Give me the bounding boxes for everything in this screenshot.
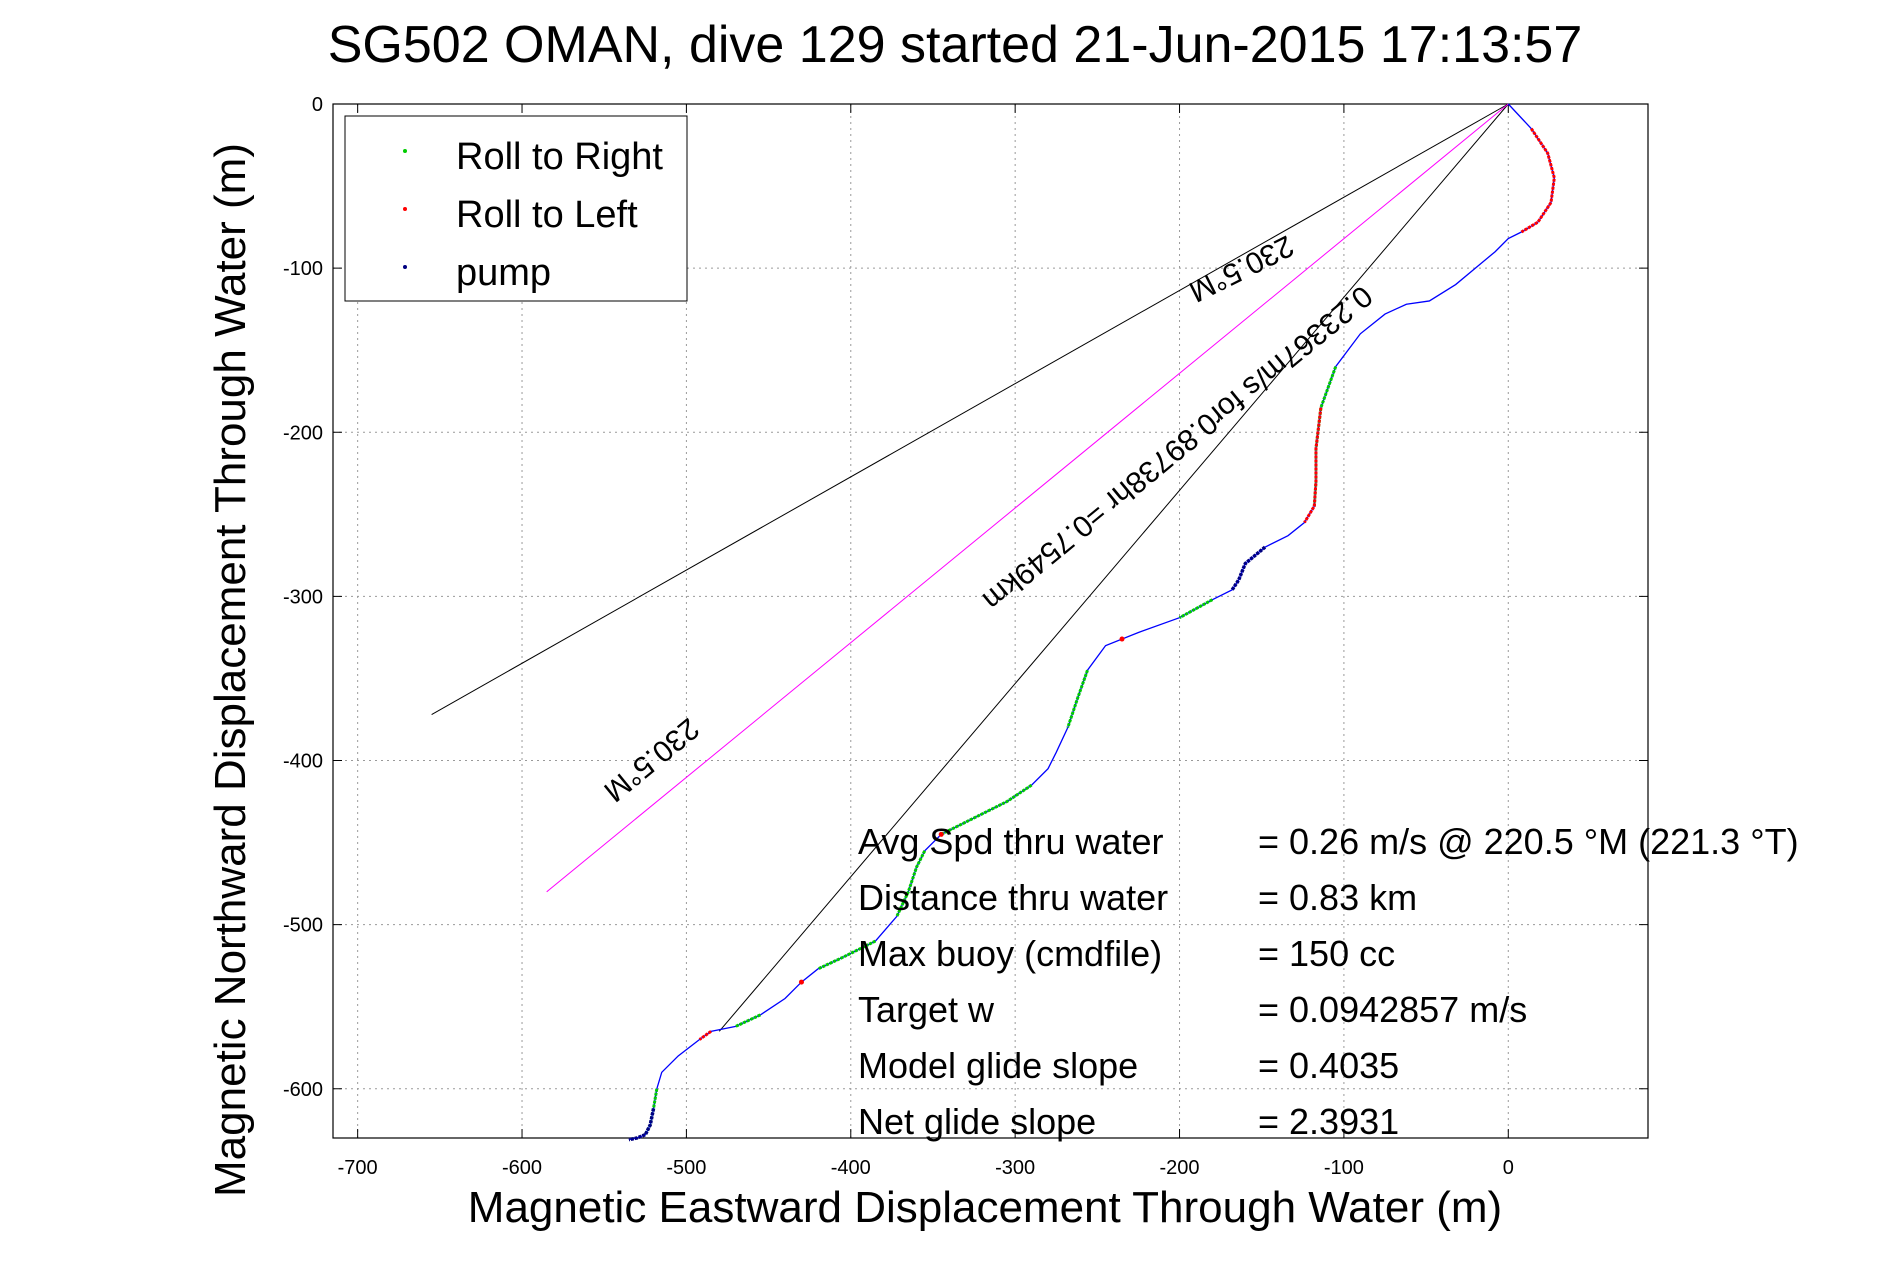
roll-left-segment-1 [1303, 407, 1323, 524]
roll-right-segment-6 [735, 1013, 762, 1028]
x-tick-label-2: -500 [666, 1157, 706, 1179]
legend-label-1: Roll to Left [456, 194, 638, 236]
legend-label-0: Roll to Right [456, 136, 663, 178]
x-axis-label: Magnetic Eastward Displacement Through W… [468, 1183, 1502, 1232]
pump-segment-0 [1230, 545, 1267, 591]
roll-left-segment-0 [1520, 127, 1556, 234]
annotation-label-2: Max buoy (cmdfile) [858, 933, 1162, 974]
chart-title: SG502 OMAN, dive 129 started 21-Jun-2015… [328, 16, 1583, 74]
heading-line [546, 103, 1509, 893]
axes-box [332, 103, 1649, 1139]
annotation-value-2: = 150 cc [1258, 933, 1395, 974]
annotation-value-0: = 0.26 m/s @ 220.5 °M (221.3 °T) [1258, 821, 1799, 862]
y-tick-label-2: -200 [283, 422, 323, 444]
annotation-label-4: Model glide slope [858, 1045, 1138, 1086]
roll-left-point-2 [1119, 636, 1125, 642]
roll-left-point-4 [798, 979, 804, 985]
legend-marker-2 [403, 265, 407, 269]
annotation-value-5: = 2.3931 [1258, 1101, 1399, 1142]
x-tick-label-0: -700 [338, 1157, 378, 1179]
y-tick-label-5: -500 [283, 915, 323, 937]
x-tick-label-1: -600 [502, 1157, 542, 1179]
annotation-label-0: Avg Spd thru water [858, 821, 1164, 862]
y-axis-label: Magnetic Northward Displacement Through … [206, 143, 255, 1197]
y-tick-label-3: -300 [283, 586, 323, 608]
annotation-value-3: = 0.0942857 m/s [1258, 989, 1527, 1030]
roll-right-segment-3 [940, 783, 1033, 836]
legend-marker-0 [403, 149, 407, 153]
x-tick-label-7: 0 [1503, 1157, 1514, 1179]
y-tick-label-4: -400 [283, 751, 323, 773]
y-tick-label-1: -100 [283, 258, 323, 280]
track-line [628, 103, 1555, 1141]
legend-label-2: pump [456, 252, 551, 294]
y-tick-label-0: 0 [312, 94, 323, 116]
y-tick-label-6: -600 [283, 1079, 323, 1101]
legend-box [344, 115, 688, 302]
x-tick-label-4: -300 [995, 1157, 1035, 1179]
roll-right-segment-2 [1066, 669, 1089, 729]
roll-right-segment-1 [1178, 598, 1214, 620]
annotation-label-5: Net glide slope [858, 1101, 1096, 1142]
roll-left-point-3 [938, 831, 944, 837]
roll-right-segment-5 [817, 939, 877, 971]
roll-left-segment-5 [698, 1030, 712, 1041]
annotation-label-3: Target w [858, 989, 995, 1030]
x-tick-label-3: -400 [831, 1157, 871, 1179]
annotation-value-1: = 0.83 km [1258, 877, 1417, 918]
annotation-value-4: = 0.4035 [1258, 1045, 1399, 1086]
legend-marker-1 [403, 207, 407, 211]
x-tick-label-5: -200 [1160, 1157, 1200, 1179]
x-tick-label-6: -100 [1324, 1157, 1364, 1179]
heading-wedge-lower-line [718, 103, 1509, 1032]
roll-right-segment-4 [895, 850, 927, 918]
heading-wedge-upper-line [431, 103, 1509, 715]
annotation-label-1: Distance thru water [858, 877, 1168, 918]
